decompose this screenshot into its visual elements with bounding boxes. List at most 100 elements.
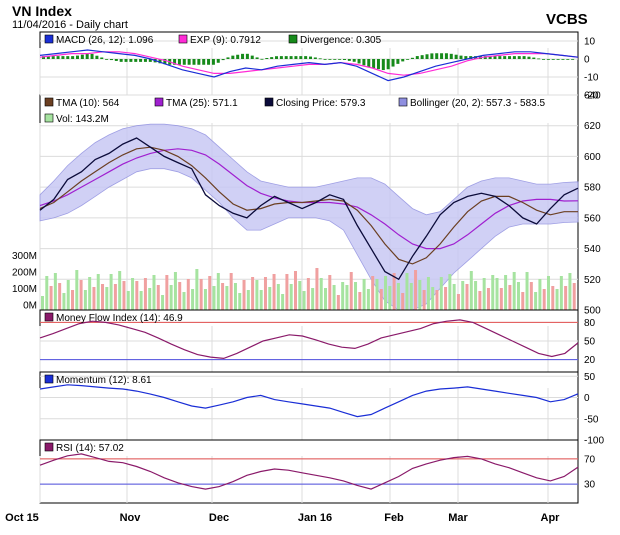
divergence-bar bbox=[299, 56, 303, 59]
macd-tick-label: -20 bbox=[584, 91, 599, 102]
divergence-bar bbox=[323, 59, 327, 60]
rsi-line bbox=[39, 453, 579, 490]
divergence-bar bbox=[503, 56, 507, 59]
volume-bar bbox=[66, 280, 70, 310]
divergence-bar bbox=[260, 58, 264, 60]
volume-bar bbox=[538, 279, 542, 310]
divergence-bar bbox=[275, 56, 279, 59]
divergence-bar bbox=[440, 53, 444, 59]
divergence-bar bbox=[357, 59, 361, 64]
divergence-bar bbox=[498, 56, 502, 59]
volume-bar bbox=[53, 273, 57, 310]
volume-bar bbox=[289, 284, 293, 310]
divergence-bar bbox=[537, 58, 541, 60]
divergence-bar bbox=[100, 57, 104, 59]
volume-bar bbox=[88, 277, 92, 310]
legend-swatch-0 bbox=[44, 312, 54, 322]
divergence-bar bbox=[313, 57, 317, 59]
volume-bar bbox=[354, 282, 358, 310]
divergence-bar bbox=[425, 54, 429, 59]
mfi-tick-label: 50 bbox=[584, 337, 596, 348]
divergence-bar bbox=[508, 56, 512, 59]
volume-bar bbox=[534, 292, 538, 310]
divergence-bar bbox=[372, 59, 376, 69]
volume-bar bbox=[405, 273, 409, 310]
divergence-bar bbox=[551, 59, 555, 60]
volume-bar bbox=[499, 288, 503, 310]
divergence-bar bbox=[134, 59, 138, 62]
volume-bar bbox=[384, 276, 388, 310]
volume-bar bbox=[45, 276, 49, 310]
divergence-bar bbox=[561, 59, 565, 60]
volume-legend-swatch bbox=[44, 113, 54, 123]
volume-bar bbox=[101, 284, 105, 310]
momentum-tick-label: -50 bbox=[584, 414, 599, 425]
volume-bar bbox=[379, 289, 383, 310]
volume-bar bbox=[233, 283, 237, 310]
divergence-bar bbox=[444, 53, 448, 59]
divergence-bar bbox=[139, 59, 143, 62]
divergence-bar bbox=[173, 59, 177, 65]
macd-tick-label: -10 bbox=[584, 73, 599, 84]
legend-label: TMA (10): 564 bbox=[56, 98, 120, 109]
divergence-bar bbox=[459, 55, 463, 59]
volume-bar bbox=[152, 275, 156, 310]
rsi-tick-label: 70 bbox=[584, 454, 596, 465]
divergence-bar bbox=[119, 59, 123, 62]
legend-label: Divergence: 0.305 bbox=[300, 35, 382, 46]
divergence-bar bbox=[464, 56, 468, 59]
volume-bar bbox=[525, 272, 529, 310]
divergence-bar bbox=[270, 57, 274, 59]
volume-bar bbox=[62, 293, 66, 310]
volume-bar bbox=[302, 291, 306, 310]
volume-bar bbox=[495, 278, 499, 310]
volume-bar bbox=[126, 291, 130, 310]
divergence-bar bbox=[410, 57, 414, 59]
divergence-bar bbox=[527, 56, 531, 59]
volume-bar bbox=[238, 293, 242, 310]
volume-bar bbox=[431, 287, 435, 310]
volume-bar bbox=[75, 270, 79, 310]
price-tick-label: 560 bbox=[584, 213, 601, 224]
divergence-bar bbox=[289, 56, 293, 59]
divergence-bar bbox=[182, 59, 186, 65]
divergence-bar bbox=[396, 59, 400, 64]
volume-bar bbox=[83, 290, 87, 310]
price-tick-label: 540 bbox=[584, 244, 601, 255]
volume-bar bbox=[143, 278, 147, 310]
volume-bar bbox=[203, 289, 207, 310]
divergence-bar bbox=[124, 59, 128, 62]
divergence-bar bbox=[449, 53, 453, 59]
divergence-bar bbox=[265, 57, 269, 59]
chart-subtitle: 11/04/2016 - Daily chart bbox=[12, 19, 128, 31]
volume-bar bbox=[41, 296, 44, 310]
volume-bar bbox=[165, 275, 169, 310]
volume-bar bbox=[229, 273, 233, 310]
brand-label: VCBS bbox=[546, 11, 588, 28]
divergence-bar bbox=[493, 56, 497, 59]
divergence-bar bbox=[381, 59, 385, 71]
divergence-bar bbox=[328, 59, 332, 60]
divergence-bar bbox=[333, 59, 337, 60]
legend-label: Momentum (12): 8.61 bbox=[56, 375, 152, 386]
divergence-bar bbox=[304, 56, 308, 59]
divergence-bar bbox=[454, 54, 458, 59]
volume-bar bbox=[79, 280, 83, 310]
divergence-bar bbox=[517, 56, 521, 59]
divergence-bar bbox=[163, 59, 167, 65]
mfi-tick-label: 80 bbox=[584, 318, 596, 329]
divergence-bar bbox=[197, 59, 201, 65]
volume-bar bbox=[169, 285, 173, 310]
volume-tick-label: 100M bbox=[12, 284, 37, 295]
volume-tick-label: 0M bbox=[23, 301, 37, 312]
divergence-bar bbox=[430, 53, 434, 59]
price-tick-label: 580 bbox=[584, 183, 601, 194]
divergence-bar bbox=[362, 59, 366, 66]
x-axis-label: Nov bbox=[120, 512, 142, 524]
volume-bar bbox=[555, 289, 559, 310]
divergence-bar bbox=[241, 53, 245, 59]
divergence-bar bbox=[158, 59, 162, 64]
volume-bar bbox=[96, 274, 100, 310]
bollinger-band bbox=[39, 123, 579, 311]
